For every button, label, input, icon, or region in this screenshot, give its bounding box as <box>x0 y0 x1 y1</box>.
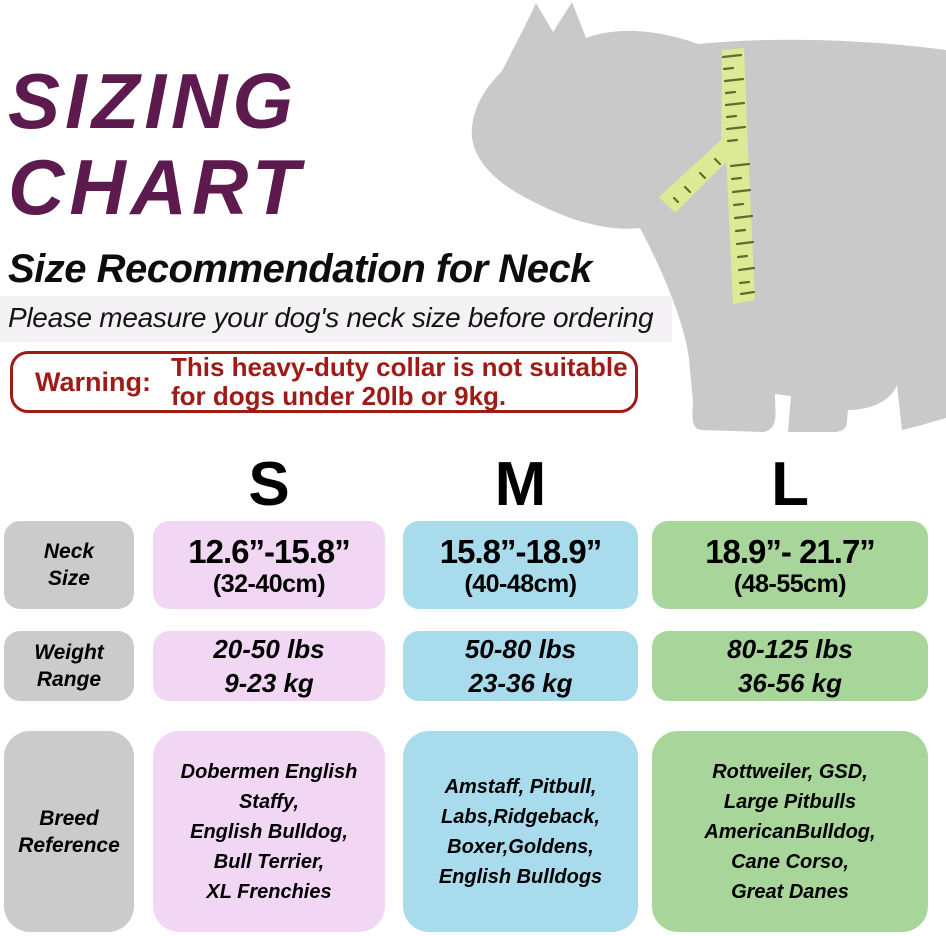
breed-reference-m-cell: Amstaff, Pitbull, Labs,Ridgeback, Boxer,… <box>403 731 638 932</box>
subtitle: Size Recommendation for Neck <box>8 247 592 291</box>
dog-body-silhouette <box>471 2 946 432</box>
note-background-band <box>0 296 672 342</box>
neck-size-l-inches: 18.9”- 21.7” <box>705 532 876 570</box>
title-line-1: SIZING <box>8 57 299 145</box>
warning-text-line1: This heavy-duty collar is not suitable <box>170 352 628 382</box>
warning-text: This heavy-duty collar is not suitable f… <box>171 353 628 411</box>
tape-tick-marks <box>672 53 756 296</box>
breed-reference-s-cell: Dobermen English Staffy, English Bulldog… <box>153 731 385 932</box>
neck-size-l-cell: 18.9”- 21.7” (48-55cm) <box>652 521 928 609</box>
warning-label: Warning: <box>35 366 151 397</box>
dog-silhouette-illustration <box>471 2 946 432</box>
breed-reference-l-cell: Rottweiler, GSD, Large Pitbulls American… <box>652 731 928 932</box>
neck-size-m-inches: 15.8”-18.9” <box>439 532 602 570</box>
neck-size-m-cm: (40-48cm) <box>464 569 577 598</box>
size-header-s: S <box>248 450 290 519</box>
title-line-2: CHART <box>8 143 305 231</box>
size-header-m: M <box>494 450 547 519</box>
row-label-breed-reference: Breed Reference <box>4 731 134 932</box>
neck-size-m-cell: 15.8”-18.9” (40-48cm) <box>403 521 638 609</box>
neck-size-s-inches: 12.6”-15.8” <box>188 532 350 570</box>
row-label-weight-range: Weight Range <box>4 631 134 701</box>
weight-range-m-cell: 50-80 lbs 23-36 kg <box>403 631 638 701</box>
weight-range-l-cell: 80-125 lbs 36-56 kg <box>652 631 928 701</box>
measuring-tape-collar <box>659 48 756 304</box>
weight-range-s-cell: 20-50 lbs 9-23 kg <box>153 631 385 701</box>
warning-text-line2: for dogs under 20lb or 9kg. <box>170 381 507 411</box>
warning-box: Warning: This heavy-duty collar is not s… <box>10 351 638 413</box>
tape-lower-strip <box>726 150 755 304</box>
measure-note: Please measure your dog's neck size befo… <box>8 302 654 333</box>
neck-size-l-cm: (48-55cm) <box>733 569 847 598</box>
page-title: SIZING CHART <box>8 58 305 230</box>
neck-size-s-cm: (32-40cm) <box>212 569 326 598</box>
tape-upper-strip <box>721 48 748 153</box>
row-label-neck-size: Neck Size <box>4 521 134 609</box>
neck-size-s-cell: 12.6”-15.8” (32-40cm) <box>153 521 385 609</box>
size-header-l: L <box>771 450 809 519</box>
